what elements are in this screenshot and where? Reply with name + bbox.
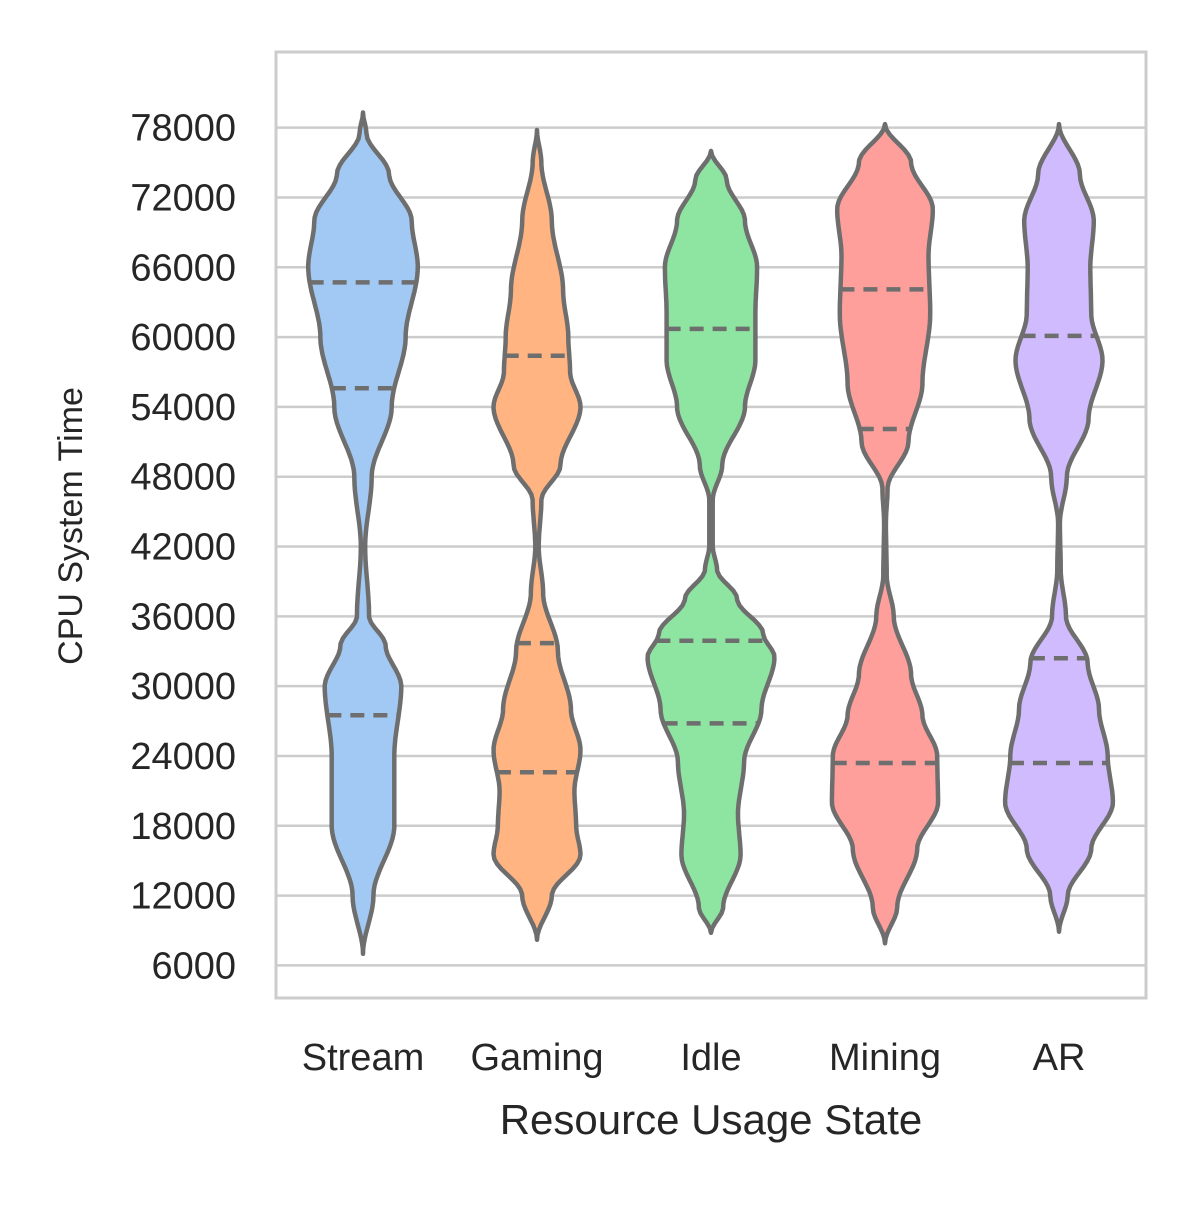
plot-frame [274, 50, 1148, 1000]
violins [305, 110, 1116, 957]
violin-stream [305, 110, 421, 957]
x-tick-label-idle: Idle [680, 1037, 741, 1079]
y-tick-label: 60000 [130, 317, 236, 359]
y-axis-label: CPU System Time [52, 387, 90, 665]
y-tick-labels: 6000 12000 18000 24000 30000 36000 42000 48000 5… [130, 108, 236, 988]
y-tick-label: 54000 [130, 387, 236, 429]
violin-ar [1002, 121, 1116, 934]
y-tick-label: 18000 [130, 806, 236, 848]
x-axis-label: Resource Usage State [500, 1096, 923, 1143]
y-tick-label: 12000 [130, 876, 236, 918]
y-tick-label: 72000 [130, 177, 236, 219]
quartile-lines [309, 280, 1109, 775]
y-tick-label: 24000 [130, 736, 236, 778]
x-tick-labels: Stream Gaming Idle Mining AR [302, 1037, 1086, 1079]
y-tick-label: 6000 [151, 945, 236, 987]
y-tick-label: 66000 [130, 247, 236, 289]
violin-gaming [491, 127, 583, 943]
y-tick-label: 30000 [130, 666, 236, 708]
x-tick-label-stream: Stream [302, 1037, 424, 1079]
y-tick-label: 48000 [130, 457, 236, 499]
x-tick-label-ar: AR [1033, 1037, 1086, 1079]
y-tick-label: 36000 [130, 596, 236, 638]
violin-mining [829, 121, 941, 946]
y-tick-label: 42000 [130, 527, 236, 569]
y-tick-label: 78000 [130, 108, 236, 150]
x-tick-label-gaming: Gaming [470, 1037, 603, 1079]
x-tick-label-mining: Mining [829, 1037, 941, 1079]
violin-idle [645, 148, 777, 936]
